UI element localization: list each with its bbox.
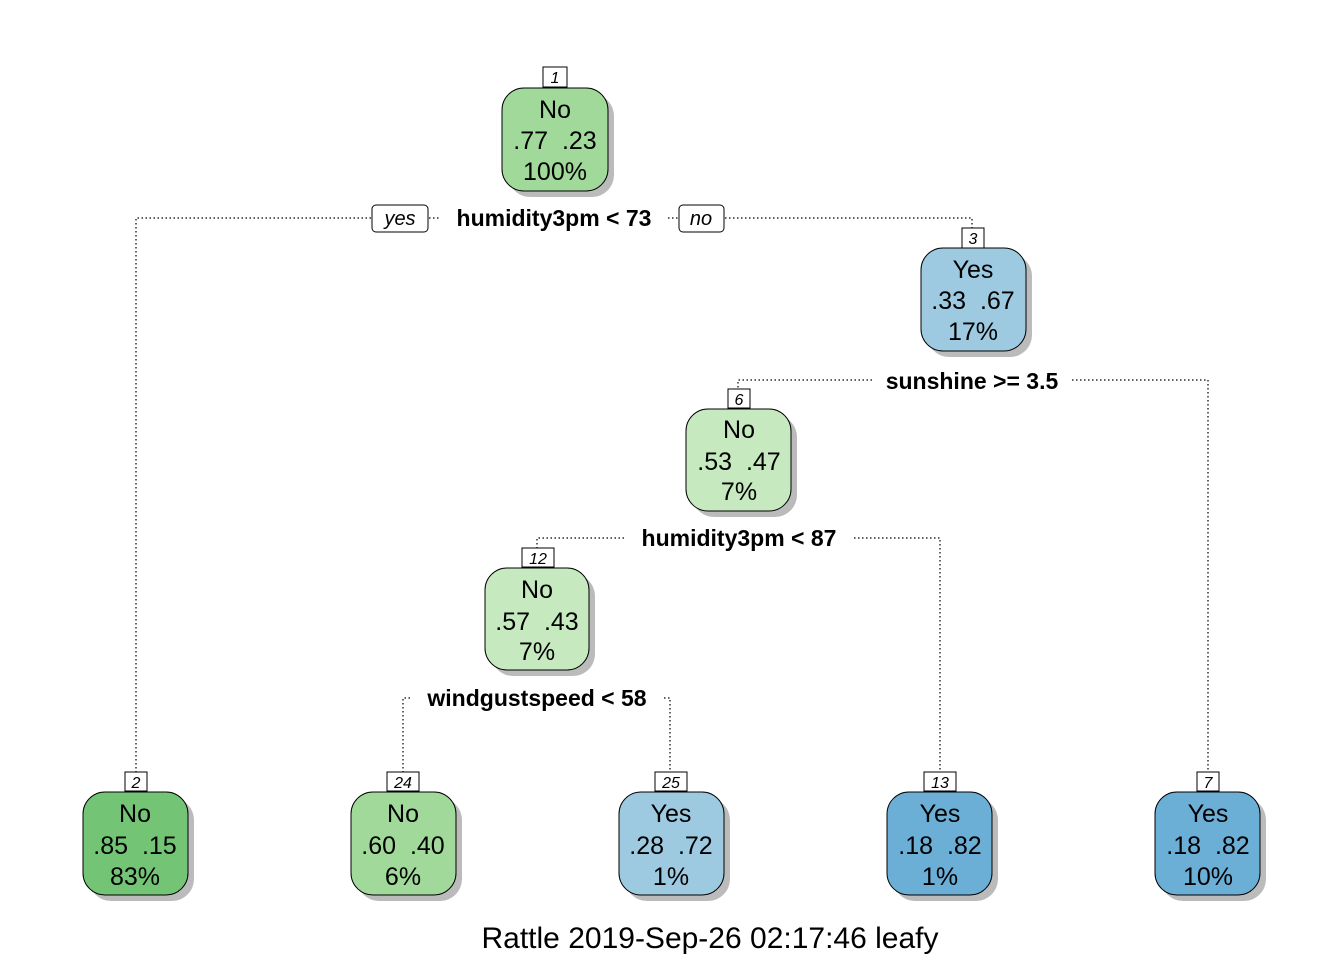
node-number: 1 xyxy=(551,70,560,87)
node-probabilities: .18 .82 xyxy=(898,832,981,860)
no-branch-label: no xyxy=(690,208,712,230)
tree-node-6: 6 No .53 .47 7% xyxy=(685,388,792,512)
node-percentage: 6% xyxy=(385,863,421,891)
node-percentage: 83% xyxy=(110,863,160,891)
node-class: Yes xyxy=(1188,800,1229,828)
node-number: 24 xyxy=(393,775,412,792)
node-class: No xyxy=(723,416,755,444)
node-class: No xyxy=(387,800,419,828)
node-percentage: 1% xyxy=(653,863,689,891)
edge-6-13 xyxy=(854,537,941,772)
node-percentage: 17% xyxy=(948,318,998,346)
edge-12-25 xyxy=(664,697,671,772)
node-percentage: 1% xyxy=(922,863,958,891)
node-number: 6 xyxy=(735,392,744,409)
node-probabilities: .57 .43 xyxy=(495,608,578,636)
node-class: No xyxy=(539,96,571,124)
node-class: Yes xyxy=(920,800,961,828)
node-number: 25 xyxy=(661,775,680,792)
node-probabilities: .33 .67 xyxy=(931,287,1014,315)
node-probabilities: .77 .23 xyxy=(513,127,596,155)
tree-node-3: 3 Yes .33 .67 17% xyxy=(920,227,1027,352)
node-number: 13 xyxy=(931,775,949,792)
node-class: Yes xyxy=(651,800,692,828)
footer-caption: Rattle 2019-Sep-26 02:17:46 leafy xyxy=(482,922,939,955)
tree-edges xyxy=(135,217,1209,772)
tree-leaf-2: 2 No .85 .15 83% xyxy=(82,771,189,896)
tree-leaf-13: 13 Yes .18 .82 1% xyxy=(886,771,993,896)
node-probabilities: .85 .15 xyxy=(93,832,176,860)
edge-3-7 xyxy=(1072,379,1209,772)
node-probabilities: .53 .47 xyxy=(697,448,780,476)
node-percentage: 100% xyxy=(523,158,587,186)
edge-1-3 xyxy=(725,217,973,228)
split-1: yes no humidity3pm < 73 xyxy=(371,204,725,233)
node-number: 7 xyxy=(1204,775,1214,792)
tree-leaf-7: 7 Yes .18 .82 10% xyxy=(1154,771,1261,896)
node-percentage: 10% xyxy=(1183,863,1233,891)
yes-branch-label: yes xyxy=(382,208,415,230)
node-number: 2 xyxy=(131,775,141,792)
edge-1-2 xyxy=(135,217,375,772)
node-probabilities: .18 .82 xyxy=(1166,832,1249,860)
node-percentage: 7% xyxy=(721,478,757,506)
node-class: No xyxy=(119,800,151,828)
split-rule: humidity3pm < 73 xyxy=(457,205,652,231)
node-percentage: 7% xyxy=(519,638,555,666)
split-rule-12: windgustspeed < 58 xyxy=(426,685,646,711)
split-rule-6: humidity3pm < 87 xyxy=(642,525,837,551)
node-probabilities: .28 .72 xyxy=(629,832,712,860)
tree-leaf-24: 24 No .60 .40 6% xyxy=(350,771,457,896)
edge-12-24 xyxy=(402,697,410,772)
node-number: 3 xyxy=(969,231,978,248)
tree-leaf-25: 25 Yes .28 .72 1% xyxy=(618,771,725,896)
tree-node-1: 1 No .77 .23 100% xyxy=(501,66,609,192)
node-number: 12 xyxy=(529,551,547,568)
edge-3-6 xyxy=(737,379,872,389)
node-probabilities: .60 .40 xyxy=(361,832,444,860)
edge-6-12 xyxy=(536,537,624,549)
tree-node-12: 12 No .57 .43 7% xyxy=(484,547,590,671)
split-rule-3: sunshine >= 3.5 xyxy=(886,368,1059,394)
node-class: Yes xyxy=(953,256,994,284)
node-class: No xyxy=(521,576,553,604)
